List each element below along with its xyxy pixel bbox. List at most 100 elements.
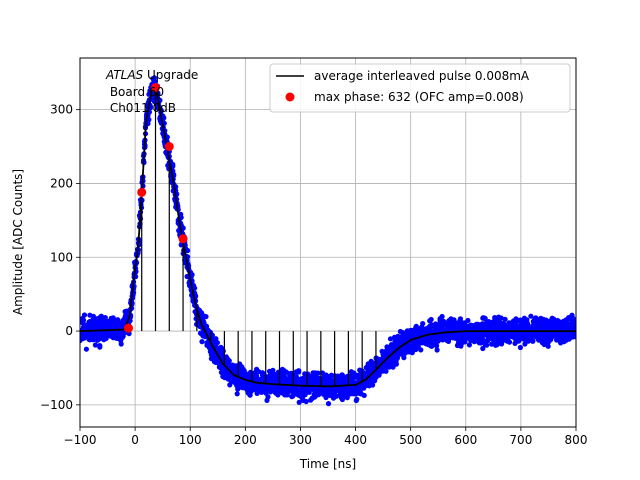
- sample-point: [489, 341, 495, 347]
- sample-point: [118, 341, 124, 347]
- annotation-channel: Ch011 0dB: [106, 101, 176, 115]
- sample-point: [275, 392, 281, 398]
- sample-point: [390, 364, 396, 370]
- annotation-upgrade: Upgrade: [143, 68, 198, 82]
- sample-point: [199, 339, 205, 345]
- sample-point: [258, 389, 265, 395]
- sample-point: [506, 339, 513, 345]
- sample-point: [418, 347, 424, 353]
- x-tick-label: −100: [64, 433, 97, 447]
- sample-point: [434, 347, 440, 353]
- series-group: [80, 75, 576, 407]
- x-axis-label: Time [ns]: [299, 457, 356, 471]
- y-tick-label: 200: [50, 176, 73, 190]
- max-phase-point: [137, 187, 147, 197]
- x-tick-label: 100: [179, 433, 202, 447]
- y-tick-label: 0: [65, 324, 73, 338]
- sample-point: [361, 392, 367, 398]
- sample-point: [387, 336, 394, 342]
- sample-point: [434, 343, 440, 349]
- annotation-line-1: ATLAS Upgrade: [105, 68, 198, 82]
- y-axis-label: Amplitude [ADC Counts]: [11, 169, 25, 315]
- x-tick-label: 200: [234, 433, 257, 447]
- sample-point: [146, 117, 152, 123]
- sample-point: [465, 317, 471, 324]
- sample-point: [83, 346, 89, 352]
- sample-point: [323, 394, 329, 401]
- sample-point: [185, 247, 191, 254]
- max-phase-point: [123, 323, 133, 333]
- sample-point: [420, 321, 426, 327]
- y-tick-label: 100: [50, 250, 73, 264]
- sample-point: [270, 367, 276, 373]
- legend: average interleaved pulse 0.008mA max ph…: [269, 63, 571, 113]
- sample-point: [256, 369, 262, 375]
- sample-point: [178, 214, 184, 221]
- sample-point: [97, 344, 103, 350]
- sample-point: [290, 393, 296, 399]
- x-tick-label: 700: [509, 433, 532, 447]
- sample-point: [394, 355, 400, 361]
- sample-point: [325, 401, 332, 407]
- sample-point: [573, 323, 576, 329]
- legend-marker-swatch: [285, 92, 295, 102]
- sample-point: [517, 344, 524, 351]
- sample-point: [214, 340, 220, 346]
- x-tick-label: 400: [344, 433, 367, 447]
- plot-area: [80, 75, 576, 407]
- max-phase-point: [151, 83, 161, 93]
- x-tick-label: 800: [565, 433, 588, 447]
- sample-point: [92, 342, 98, 348]
- sample-point: [344, 395, 350, 401]
- sample-point: [213, 336, 219, 342]
- sample-point: [482, 315, 488, 322]
- axes-frame: [79, 57, 577, 428]
- max-phase-point: [164, 142, 174, 152]
- sample-point: [498, 315, 504, 321]
- sample-point: [315, 370, 321, 376]
- sample-point: [530, 338, 536, 344]
- sample-point: [192, 285, 198, 291]
- sample-point: [528, 313, 534, 319]
- y-tick-label: −100: [40, 398, 73, 412]
- sample-point: [296, 368, 302, 374]
- sample-point: [152, 79, 158, 85]
- sample-point: [234, 391, 240, 397]
- sample-point: [80, 317, 87, 323]
- legend-label-average-pulse: average interleaved pulse 0.008mA: [314, 69, 530, 83]
- y-tick-label: 300: [50, 103, 73, 117]
- legend-label-max-phase: max phase: 632 (OFC amp=0.008): [314, 90, 524, 104]
- max-phase-point: [178, 234, 188, 244]
- axis-ticks: −100 0 100 200 300 400 500 600 700 800 −100 0 100 200…: [40, 103, 587, 447]
- sample-point: [220, 348, 226, 354]
- annotation-atlas: ATLAS: [105, 68, 144, 82]
- sample-point: [151, 75, 157, 81]
- sample-point: [401, 355, 407, 361]
- sample-point: [383, 368, 389, 374]
- x-tick-label: 0: [131, 433, 139, 447]
- sample-point: [203, 314, 209, 320]
- sample-point: [480, 345, 486, 352]
- sample-point: [428, 316, 434, 323]
- sample-point: [180, 225, 186, 231]
- sample-point: [303, 398, 309, 405]
- x-tick-label: 600: [454, 433, 477, 447]
- x-tick-label: 500: [399, 433, 422, 447]
- sample-point: [484, 342, 490, 348]
- sample-point: [545, 343, 551, 349]
- sample-point: [296, 399, 302, 405]
- sample-point: [339, 372, 345, 378]
- sample-point: [466, 342, 472, 348]
- sample-point: [439, 313, 445, 320]
- sample-point: [189, 272, 195, 278]
- sample-point: [265, 394, 271, 400]
- sample-point: [572, 319, 576, 325]
- sample-point: [81, 312, 88, 318]
- sample-point: [354, 396, 360, 402]
- x-tick-label: 300: [289, 433, 312, 447]
- legend-box: [269, 63, 571, 113]
- average-pulse-line: [80, 87, 576, 388]
- annotation-board: Board 60: [106, 85, 164, 99]
- sample-point: [393, 361, 399, 367]
